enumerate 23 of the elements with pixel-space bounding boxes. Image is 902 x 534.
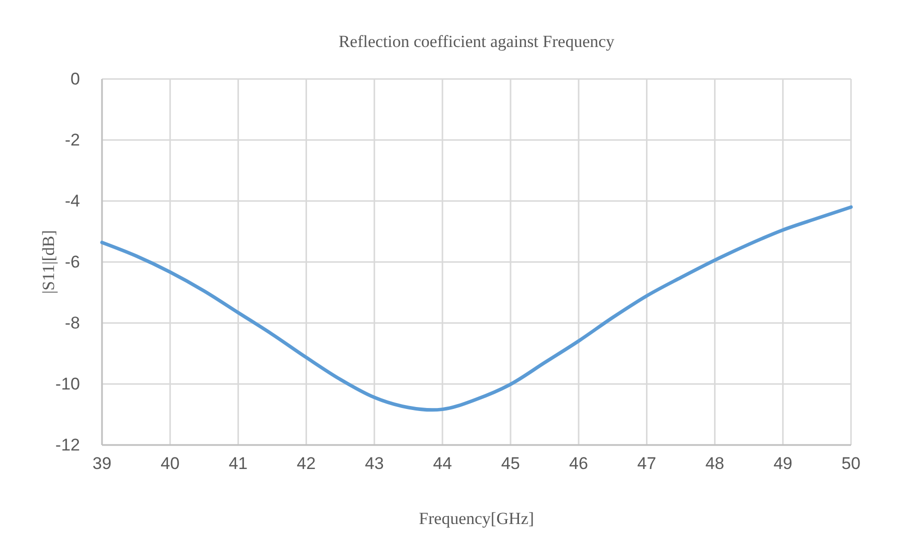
- y-tick-label: -6: [64, 252, 80, 272]
- x-tick-label: 44: [432, 454, 452, 473]
- y-tick-label: -12: [55, 436, 80, 454]
- x-tick-label: 41: [228, 454, 248, 473]
- x-tick-label: 50: [842, 454, 860, 473]
- x-tick-label: 45: [501, 454, 520, 473]
- x-tick-label: 49: [773, 454, 792, 473]
- y-tick-label: -8: [64, 314, 80, 332]
- x-tick-label: 46: [569, 454, 588, 473]
- x-tick-label: 48: [705, 454, 724, 473]
- y-tick-label: -2: [64, 130, 80, 150]
- chart-title: Reflection coefficient against Frequency: [338, 32, 615, 51]
- y-tick-label: -10: [55, 374, 80, 394]
- y-tick-label: -4: [64, 192, 80, 210]
- line-series: [100, 205, 853, 412]
- x-tick-label: 42: [296, 454, 316, 473]
- x-axis-title: Frequency[GHz]: [418, 509, 534, 528]
- y-tick-label: 0: [70, 70, 80, 88]
- y-axis-title: |S11|[dB]: [39, 230, 58, 294]
- x-tick-label: 47: [637, 454, 656, 473]
- x-tick-label: 39: [92, 454, 112, 473]
- x-tick-label: 43: [364, 454, 384, 473]
- x-tick-label: 40: [160, 454, 180, 473]
